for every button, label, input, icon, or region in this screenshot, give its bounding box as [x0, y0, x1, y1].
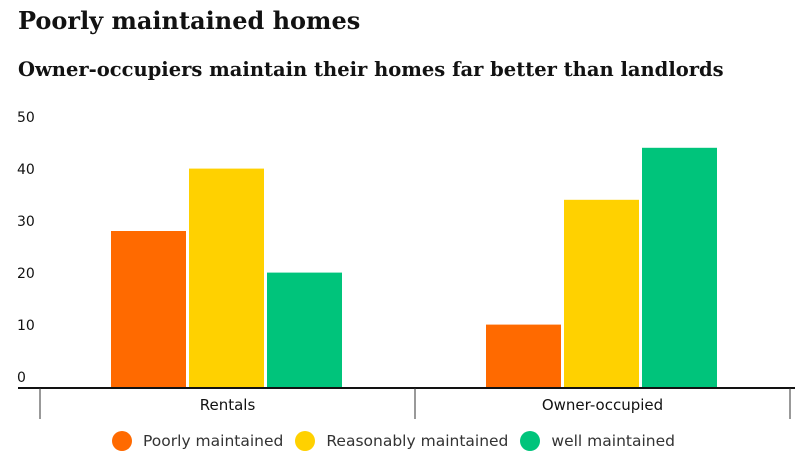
- category-label-owner-occupied: Owner-occupied: [542, 396, 663, 414]
- legend-label-poorly-maintained: Poorly maintained: [143, 432, 284, 450]
- bar-chart: 0 10 20 30 40 50 Rentals Owner-occupied: [17, 110, 795, 419]
- y-tick-label-30: 30: [17, 214, 35, 230]
- legend-swatch-poorly-maintained: [112, 431, 132, 451]
- bar-owner-occupied-reasonably-maintained: [564, 199, 639, 387]
- x-axis: [18, 387, 795, 419]
- y-tick-label-50: 50: [17, 110, 35, 126]
- legend-swatch-reasonably-maintained: [295, 431, 316, 451]
- y-tick-label-10: 10: [17, 318, 35, 334]
- bar-rentals-well-maintained: [267, 272, 342, 387]
- chart-title: Poorly maintained homes: [18, 6, 361, 35]
- category-label-rentals: Rentals: [200, 396, 256, 414]
- legend-label-well-maintained: well maintained: [551, 432, 675, 450]
- bar-rentals-reasonably-maintained: [189, 168, 264, 387]
- legend-item-well-maintained: well maintained: [520, 431, 675, 451]
- y-axis-tick-labels: 0 10 20 30 40 50: [17, 110, 35, 386]
- y-tick-label-20: 20: [17, 266, 35, 282]
- legend-swatch-well-maintained: [520, 431, 541, 451]
- y-tick-label-40: 40: [17, 162, 35, 178]
- bars: [111, 147, 717, 387]
- legend-label-reasonably-maintained: Reasonably maintained: [326, 432, 509, 450]
- legend-item-reasonably-maintained: Reasonably maintained: [295, 431, 508, 451]
- bar-rentals-poorly-maintained: [111, 231, 186, 387]
- legend-item-poorly-maintained: Poorly maintained: [112, 431, 283, 451]
- chart-subtitle: Owner-occupiers maintain their homes far…: [18, 58, 724, 81]
- legend: Poorly maintained Reasonably maintained …: [112, 431, 687, 451]
- bar-owner-occupied-well-maintained: [642, 147, 717, 387]
- y-tick-label-0: 0: [17, 370, 26, 386]
- x-axis-category-labels: Rentals Owner-occupied: [200, 396, 663, 414]
- bar-owner-occupied-poorly-maintained: [486, 324, 561, 387]
